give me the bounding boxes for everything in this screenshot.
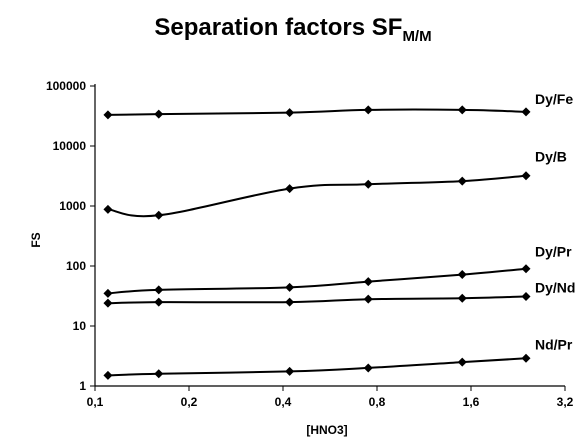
- data-point-marker: [363, 179, 373, 189]
- y-tick-label: 10000: [53, 139, 87, 153]
- data-point-marker: [363, 294, 373, 304]
- series-layer: Dy/Fe Dy/B Dy/Pr Dy/Nd Nd/Pr: [103, 91, 575, 380]
- data-point-marker: [363, 363, 373, 373]
- data-point-marker: [154, 210, 164, 220]
- chart-title-main: Separation factors SF: [154, 14, 403, 41]
- x-tick-label: 1,6: [463, 395, 480, 409]
- data-point-marker: [457, 105, 467, 115]
- data-point-marker: [285, 184, 295, 194]
- series-dy-pr: Dy/Pr: [103, 244, 572, 298]
- data-point-marker: [363, 105, 373, 115]
- data-point-marker: [457, 357, 467, 367]
- series-label: Dy/Pr: [535, 244, 572, 260]
- x-tick-label: 3,2: [557, 395, 574, 409]
- x-tick-label: 0,8: [369, 395, 386, 409]
- series-label: Dy/B: [535, 149, 567, 165]
- data-point-marker: [103, 204, 113, 214]
- data-point-marker: [363, 277, 373, 287]
- x-tick-label: 0,2: [181, 395, 198, 409]
- data-point-marker: [457, 293, 467, 303]
- series-dy-nd: Dy/Nd: [103, 280, 575, 308]
- data-point-marker: [457, 176, 467, 186]
- series-dy-fe: Dy/Fe: [103, 91, 573, 120]
- chart-title: Separation factors SFM/M: [0, 14, 586, 45]
- y-tick-label: 100: [66, 259, 86, 273]
- data-point-marker: [521, 353, 531, 363]
- data-point-marker: [154, 285, 164, 295]
- data-point-marker: [521, 292, 531, 302]
- y-tick-label: 1: [79, 379, 86, 393]
- y-tick-label: 100000: [46, 79, 86, 93]
- data-point-marker: [285, 282, 295, 292]
- data-point-marker: [521, 171, 531, 181]
- x-axis-title: [HNO3]: [306, 423, 347, 437]
- series-label: Nd/Pr: [535, 336, 573, 352]
- data-point-marker: [154, 297, 164, 307]
- y-tick-label: 10: [73, 319, 87, 333]
- data-point-marker: [154, 109, 164, 119]
- y-tick-label: 1000: [59, 199, 86, 213]
- data-point-marker: [103, 298, 113, 308]
- chart-title-subscript: M/M: [402, 28, 432, 45]
- x-tick-label: 0,4: [275, 395, 292, 409]
- axes: 1 10 100 1000 10000 100000 0,1 0,2 0,4 0,8 1,6 3,2: [46, 79, 574, 409]
- y-axis-title: FS: [29, 232, 43, 247]
- series-dy-b: Dy/B: [103, 149, 567, 220]
- x-tick-label: 0,1: [87, 395, 104, 409]
- series-label: Dy/Fe: [535, 91, 573, 107]
- data-point-marker: [285, 366, 295, 376]
- data-point-marker: [521, 107, 531, 117]
- data-point-marker: [285, 297, 295, 307]
- series-nd-pr: Nd/Pr: [103, 336, 573, 380]
- data-point-marker: [154, 369, 164, 379]
- data-point-marker: [285, 108, 295, 118]
- data-point-marker: [103, 110, 113, 120]
- data-point-marker: [457, 270, 467, 280]
- series-label: Dy/Nd: [535, 280, 575, 296]
- data-point-marker: [103, 288, 113, 298]
- data-point-marker: [521, 264, 531, 274]
- data-point-marker: [103, 370, 113, 380]
